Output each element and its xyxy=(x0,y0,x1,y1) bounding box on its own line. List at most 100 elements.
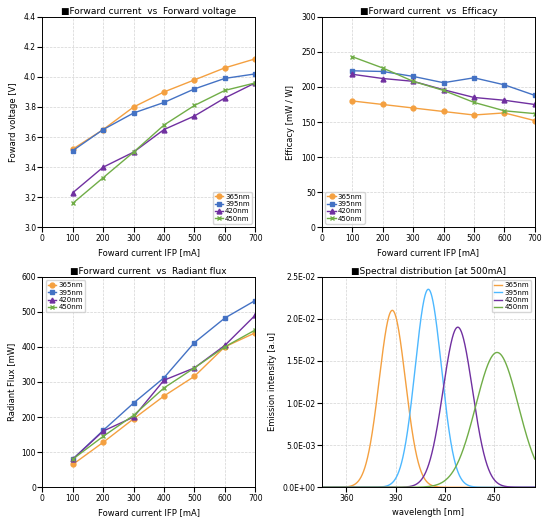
365nm xyxy=(531,117,538,124)
Legend: 365nm, 395nm, 420nm, 450nm: 365nm, 395nm, 420nm, 450nm xyxy=(212,192,252,224)
450nm xyxy=(130,149,137,155)
450nm xyxy=(440,88,447,94)
450nm xyxy=(501,107,508,114)
450nm xyxy=(379,65,386,71)
X-axis label: Foward current IFP [mA]: Foward current IFP [mA] xyxy=(98,248,200,257)
420nm xyxy=(440,86,447,93)
450nm xyxy=(161,122,167,128)
450nm xyxy=(191,102,198,108)
420nm xyxy=(349,71,356,78)
395nm xyxy=(349,68,356,74)
395nm xyxy=(531,92,538,99)
Title: ■Forward current  vs  Forward voltage: ■Forward current vs Forward voltage xyxy=(61,7,237,16)
420nm xyxy=(161,377,167,384)
X-axis label: Foward current IFP [mA]: Foward current IFP [mA] xyxy=(377,248,479,257)
395nm xyxy=(426,287,433,293)
Y-axis label: Emission intensity [a.u]: Emission intensity [a.u] xyxy=(268,332,277,431)
450nm xyxy=(100,174,107,181)
X-axis label: wavelength [nm]: wavelength [nm] xyxy=(393,508,464,517)
395nm xyxy=(252,71,259,77)
Line: 420nm: 420nm xyxy=(70,313,257,462)
450nm xyxy=(470,99,477,105)
395nm xyxy=(130,110,137,116)
450nm xyxy=(540,471,546,477)
365nm xyxy=(533,484,540,490)
450nm xyxy=(70,456,76,462)
365nm xyxy=(533,484,540,490)
395nm xyxy=(533,484,540,490)
450nm xyxy=(349,53,356,60)
365nm xyxy=(161,89,167,95)
395nm xyxy=(493,484,500,490)
395nm xyxy=(130,400,137,406)
365nm xyxy=(389,307,396,313)
420nm xyxy=(455,324,461,330)
365nm xyxy=(470,112,477,118)
450nm xyxy=(533,460,540,466)
420nm xyxy=(252,312,259,319)
420nm xyxy=(330,484,337,490)
420nm xyxy=(426,459,433,465)
Line: 395nm: 395nm xyxy=(70,298,257,462)
Line: 450nm: 450nm xyxy=(70,81,257,206)
365nm xyxy=(252,330,259,336)
365nm xyxy=(330,484,337,490)
Line: 450nm: 450nm xyxy=(322,353,543,487)
Line: 395nm: 395nm xyxy=(322,289,543,487)
395nm xyxy=(221,315,228,321)
365nm xyxy=(221,65,228,71)
420nm xyxy=(70,456,76,462)
450nm xyxy=(330,484,337,490)
365nm xyxy=(493,484,500,490)
365nm xyxy=(318,484,325,490)
395nm xyxy=(161,375,167,381)
365nm xyxy=(130,416,137,422)
Line: 420nm: 420nm xyxy=(322,327,543,487)
395nm xyxy=(70,456,76,462)
420nm xyxy=(191,113,198,119)
420nm xyxy=(470,94,477,101)
365nm xyxy=(100,439,107,445)
Legend: 365nm, 395nm, 420nm, 450nm: 365nm, 395nm, 420nm, 450nm xyxy=(492,280,531,312)
420nm xyxy=(533,484,540,490)
395nm xyxy=(70,147,76,154)
365nm xyxy=(410,105,416,111)
395nm xyxy=(533,484,540,490)
395nm xyxy=(221,75,228,82)
X-axis label: Foward current IFP [mA]: Foward current IFP [mA] xyxy=(98,508,200,517)
420nm xyxy=(221,95,228,101)
365nm xyxy=(252,56,259,62)
395nm xyxy=(100,126,107,133)
450nm xyxy=(531,111,538,117)
450nm xyxy=(492,350,499,356)
Title: ■Forward current  vs  Radiant flux: ■Forward current vs Radiant flux xyxy=(70,267,227,276)
420nm xyxy=(410,78,416,84)
395nm xyxy=(161,100,167,106)
395nm xyxy=(100,427,107,433)
450nm xyxy=(252,327,259,333)
365nm xyxy=(349,98,356,104)
450nm xyxy=(252,80,259,86)
Title: ■Forward current  vs  Efficacy: ■Forward current vs Efficacy xyxy=(360,7,497,16)
Title: ■Spectral distribution [at 500mA]: ■Spectral distribution [at 500mA] xyxy=(351,267,506,276)
420nm xyxy=(318,484,325,490)
365nm xyxy=(501,110,508,116)
395nm xyxy=(330,484,337,490)
395nm xyxy=(470,74,477,81)
420nm xyxy=(533,484,540,490)
395nm xyxy=(191,340,198,346)
450nm xyxy=(410,78,416,84)
365nm xyxy=(100,126,107,133)
420nm xyxy=(100,428,107,434)
395nm xyxy=(410,73,416,80)
420nm xyxy=(540,484,546,490)
365nm xyxy=(221,344,228,350)
Line: 420nm: 420nm xyxy=(350,72,537,107)
450nm xyxy=(191,365,198,371)
365nm xyxy=(426,481,433,487)
Y-axis label: Foward voltage [V]: Foward voltage [V] xyxy=(9,82,19,162)
Line: 365nm: 365nm xyxy=(70,57,257,151)
Line: 395nm: 395nm xyxy=(70,71,257,153)
420nm xyxy=(130,414,137,420)
Y-axis label: Efficacy [mW / W]: Efficacy [mW / W] xyxy=(287,84,295,159)
